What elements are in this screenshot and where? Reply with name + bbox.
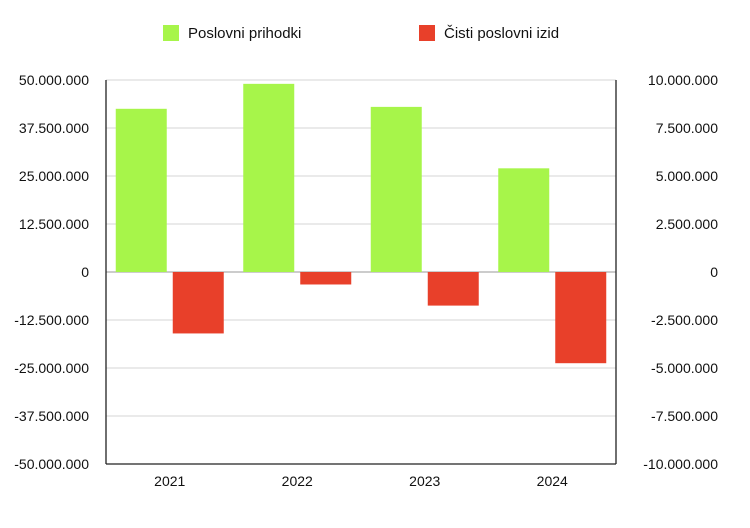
bar-cisti-poslovni-izid-2024	[555, 272, 607, 364]
bar-poslovni-prihodki-2024	[498, 168, 550, 272]
right-tick-label: -5.000.000	[651, 360, 718, 376]
bar-poslovni-prihodki-2023	[370, 106, 422, 272]
right-tick-label: 7.500.000	[656, 120, 718, 136]
x-tick-label: 2021	[154, 473, 185, 489]
plot-frame	[105, 80, 617, 465]
left-tick-label: 37.500.000	[19, 120, 89, 136]
right-tick-label: -7.500.000	[651, 408, 718, 424]
left-axis: 50.000.000 37.500.000 25.000.000 12.500.000…	[14, 72, 89, 472]
x-axis: 2021 2022 2023 2024	[154, 473, 568, 489]
bar-poslovni-prihodki-2021	[115, 108, 167, 272]
right-axis: 10.000.000 7.500.000 5.000.000 2.500.000 0 -2…	[643, 72, 718, 472]
left-tick-label: 12.500.000	[19, 216, 89, 232]
x-tick-label: 2024	[537, 473, 568, 489]
bars	[115, 83, 607, 364]
bar-cisti-poslovni-izid-2021	[172, 272, 224, 334]
left-tick-label: 50.000.000	[19, 72, 89, 88]
bar-cisti-poslovni-izid-2023	[427, 272, 479, 306]
right-tick-label: 5.000.000	[656, 168, 718, 184]
bar-cisti-poslovni-izid-2022	[300, 272, 352, 285]
legend-label-cisti-poslovni-izid: Čisti poslovni izid	[444, 25, 559, 42]
legend-swatch-poslovni-prihodki	[163, 25, 179, 41]
legend-label-poslovni-prihodki: Poslovni prihodki	[188, 25, 301, 42]
legend-swatch-cisti-poslovni-izid	[419, 25, 435, 41]
left-tick-label: 25.000.000	[19, 168, 89, 184]
x-tick-label: 2022	[282, 473, 313, 489]
left-tick-label: -37.500.000	[14, 408, 89, 424]
left-tick-label: -25.000.000	[14, 360, 89, 376]
bar-poslovni-prihodki-2022	[243, 83, 295, 272]
legend: Poslovni prihodki Čisti poslovni izid	[163, 25, 559, 42]
right-tick-label: 0	[710, 264, 718, 280]
left-tick-label: 0	[81, 264, 89, 280]
left-tick-label: -12.500.000	[14, 312, 89, 328]
right-tick-label: 10.000.000	[648, 72, 718, 88]
x-tick-label: 2023	[409, 473, 440, 489]
right-tick-label: -2.500.000	[651, 312, 718, 328]
right-tick-label: -10.000.000	[643, 456, 718, 472]
left-tick-label: -50.000.000	[14, 456, 89, 472]
right-tick-label: 2.500.000	[656, 216, 718, 232]
